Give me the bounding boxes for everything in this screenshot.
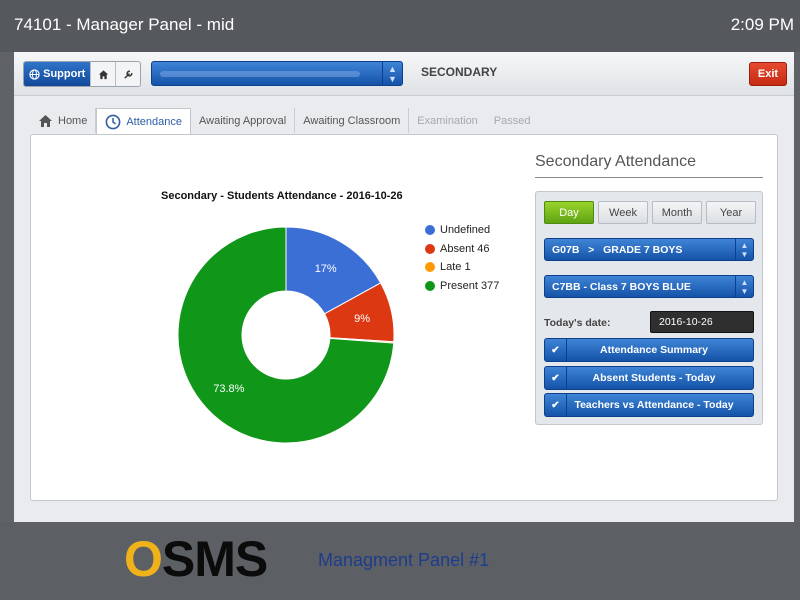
section-title: SECONDARY: [421, 65, 498, 79]
tools-button[interactable]: [115, 62, 140, 86]
period-day-button[interactable]: Day: [544, 201, 594, 224]
legend-item[interactable]: Present 377: [425, 277, 499, 296]
slice-percent-label: 17%: [315, 263, 337, 275]
legend-item[interactable]: Undefined: [425, 221, 499, 240]
osms-logo: OSMS: [124, 531, 268, 587]
support-label: Support: [43, 68, 86, 80]
window-title: 74101 - Manager Panel - mid: [14, 15, 235, 34]
legend-swatch: [425, 225, 435, 236]
legend-label: Present 377: [440, 279, 500, 292]
legend-label: Undefined: [440, 224, 491, 237]
class-select-value: C7BB - Class 7 BOYS BLUE: [552, 280, 691, 293]
home-icon: [39, 114, 52, 127]
check-icon: ✔: [545, 394, 567, 416]
attendance-summary-button[interactable]: ✔ Attendance Summary: [544, 338, 754, 362]
logo-o: O: [124, 531, 163, 587]
globe-icon: [29, 68, 40, 80]
report-label: Absent Students - Today: [592, 372, 716, 384]
legend-swatch: [425, 262, 435, 273]
report-label: Attendance Summary: [600, 344, 708, 356]
select-arrow-icon: ▲ ▼: [735, 276, 753, 297]
tab-awaiting-approval[interactable]: Awaiting Approval: [191, 108, 296, 133]
absent-students-button[interactable]: ✔ Absent Students - Today: [544, 366, 754, 390]
class-select[interactable]: C7BB - Class 7 BOYS BLUE ▲ ▼: [544, 275, 754, 298]
tab-label: Passed: [493, 114, 531, 127]
check-icon: ✔: [545, 339, 567, 361]
slice-percent-label: 9%: [354, 313, 370, 325]
tab-attendance[interactable]: Attendance: [96, 108, 191, 135]
period-selector: Day Week Month Year: [544, 201, 756, 224]
teachers-vs-attendance-button[interactable]: ✔ Teachers vs Attendance - Today: [544, 393, 754, 417]
legend-item[interactable]: Absent 46: [425, 240, 499, 259]
legend-swatch: [425, 280, 435, 291]
grade-select-value: G07B > GRADE 7 BOYS: [552, 243, 683, 256]
legend-swatch: [425, 243, 435, 254]
attendance-panel: Secondary - Students Attendance - 2016-1…: [30, 134, 778, 501]
footer-subtitle: Managment Panel #1: [318, 550, 490, 570]
chart-legend: Undefined Absent 46 Late 1 Present 377: [425, 221, 499, 295]
attendance-controls: Day Week Month Year G07B > GRADE 7 BOYS …: [535, 191, 763, 425]
slice-present[interactable]: [177, 226, 395, 444]
tab-label: Examination: [417, 114, 478, 127]
tab-passed: Passed: [486, 108, 539, 133]
slice-undefined[interactable]: [285, 226, 382, 315]
home-button[interactable]: [90, 62, 115, 86]
attendance-donut-chart: 17% 9% 73.8%: [177, 226, 395, 444]
tab-label: Awaiting Approval: [199, 114, 287, 127]
tab-label: Home: [58, 114, 88, 127]
wrench-icon: [123, 70, 133, 79]
toolbar: Support ▲ ▼ SECONDARY Exit: [14, 52, 794, 96]
attendance-header: Secondary Attendance: [535, 153, 763, 178]
report-label: Teachers vs Attendance - Today: [574, 399, 734, 411]
blurred-school-name: [160, 71, 360, 77]
period-year-button[interactable]: Year: [706, 201, 756, 224]
logo-sms: SMS: [161, 531, 268, 587]
check-icon: ✔: [545, 367, 567, 389]
date-field[interactable]: 2016-10-26: [650, 311, 754, 333]
clock-icon: [105, 114, 121, 130]
chart-title: Secondary - Students Attendance - 2016-1…: [161, 190, 403, 202]
select-arrow-icon: ▲ ▼: [382, 62, 402, 85]
grade-select[interactable]: G07B > GRADE 7 BOYS ▲ ▼: [544, 238, 754, 261]
period-week-button[interactable]: Week: [598, 201, 648, 224]
support-toolbar-group: Support: [23, 61, 141, 87]
tab-label: Awaiting Classroom: [303, 114, 401, 127]
legend-label: Absent 46: [440, 242, 490, 255]
tab-examination: Examination: [409, 108, 486, 133]
tab-label: Attendance: [126, 116, 182, 128]
tab-home[interactable]: Home: [30, 108, 97, 133]
clock: 2:09 PM: [730, 15, 794, 34]
title-bar: 74101 - Manager Panel - mid 2:09 PM: [0, 0, 800, 52]
school-select[interactable]: ▲ ▼: [151, 61, 403, 86]
slice-percent-label: 73.8%: [213, 383, 244, 395]
date-label: Today's date:: [544, 317, 611, 329]
footer: OSMS Managment Panel #1: [0, 522, 800, 600]
legend-item[interactable]: Late 1: [425, 258, 499, 277]
select-arrow-icon: ▲ ▼: [735, 239, 753, 260]
tab-bar: Home Attendance Awaiting Approval Awaiti…: [30, 108, 539, 135]
support-button[interactable]: Support: [24, 62, 91, 86]
exit-button[interactable]: Exit: [749, 62, 787, 86]
main-window: Support ▲ ▼ SECONDARY Exit H: [14, 52, 794, 522]
legend-label: Late 1: [440, 261, 471, 274]
home-icon: [98, 69, 108, 79]
tab-awaiting-classroom[interactable]: Awaiting Classroom: [295, 108, 410, 133]
period-month-button[interactable]: Month: [652, 201, 702, 224]
